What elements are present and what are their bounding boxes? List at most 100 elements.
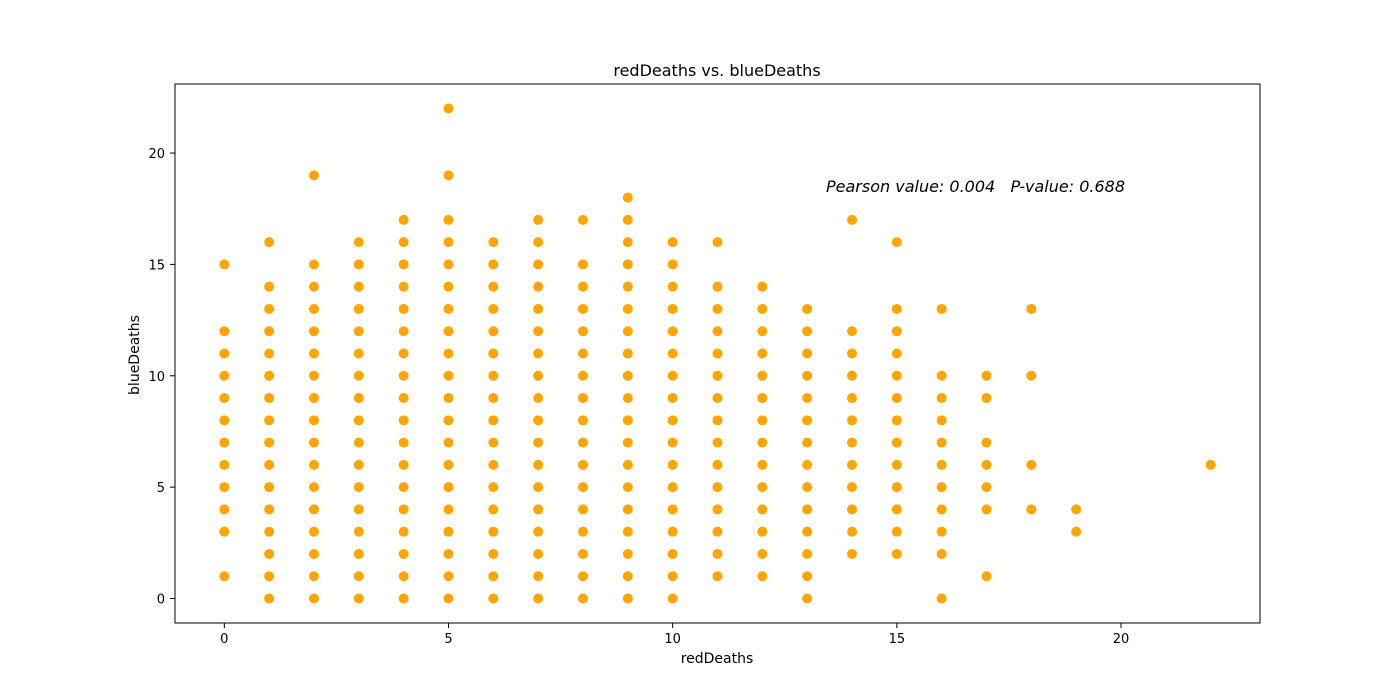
data-point [847,370,858,381]
data-point [936,303,947,314]
data-point [847,459,858,470]
data-point [1026,504,1037,515]
data-point [757,303,768,314]
data-point [443,415,454,426]
data-point [353,303,364,314]
data-point [891,482,902,493]
data-point [667,348,678,359]
data-point [443,214,454,225]
data-point [398,259,409,270]
data-point [264,504,275,515]
data-point [622,237,633,248]
data-point [667,237,678,248]
data-point [712,571,723,582]
data-point [577,459,588,470]
data-point [1026,370,1037,381]
data-point [712,393,723,404]
data-point [622,415,633,426]
data-point [398,593,409,604]
data-point [577,504,588,515]
data-point [847,326,858,337]
data-point [1026,303,1037,314]
data-point [847,348,858,359]
data-point [398,303,409,314]
data-point [443,170,454,181]
data-point [891,459,902,470]
x-tick-label: 10 [664,632,681,647]
data-point [443,326,454,337]
data-point [533,326,544,337]
data-point [802,482,813,493]
data-point [488,571,499,582]
data-point [308,504,319,515]
data-point [398,370,409,381]
data-point [443,593,454,604]
data-point [712,548,723,559]
data-point [622,281,633,292]
data-point [936,393,947,404]
data-point [308,281,319,292]
data-point [353,393,364,404]
data-point [757,415,768,426]
data-point [398,526,409,537]
data-point [488,437,499,448]
data-point [308,437,319,448]
data-point [936,437,947,448]
data-point [488,482,499,493]
data-point [353,593,364,604]
data-point [488,526,499,537]
data-point [622,348,633,359]
data-point [712,504,723,515]
data-point [353,571,364,582]
data-point [936,504,947,515]
data-point [936,415,947,426]
y-axis-label: blueDeaths [127,315,143,395]
data-point [577,593,588,604]
data-point [488,326,499,337]
data-point [981,370,992,381]
data-point [353,348,364,359]
data-point [622,504,633,515]
data-point [533,214,544,225]
data-point [443,526,454,537]
data-point [353,237,364,248]
data-point [353,482,364,493]
plot-area-frame [174,83,1261,624]
data-point [443,393,454,404]
data-point [981,571,992,582]
data-point [667,393,678,404]
data-point [488,504,499,515]
data-point [577,415,588,426]
data-point [667,548,678,559]
data-point [308,482,319,493]
data-point [264,303,275,314]
data-point [488,303,499,314]
data-point [488,593,499,604]
data-point [533,526,544,537]
data-point [667,437,678,448]
data-point [847,482,858,493]
data-point [667,303,678,314]
data-point [802,504,813,515]
data-point [488,393,499,404]
data-point [577,482,588,493]
data-point [353,370,364,381]
data-point [398,504,409,515]
data-point [1071,504,1082,515]
data-point [533,548,544,559]
data-point [488,259,499,270]
data-point [533,348,544,359]
data-point [577,526,588,537]
data-point [577,348,588,359]
data-point [757,326,768,337]
data-point [577,548,588,559]
data-point [264,326,275,337]
data-point [847,526,858,537]
data-point [533,504,544,515]
data-point [264,593,275,604]
data-point [443,504,454,515]
data-point [353,326,364,337]
data-point [577,281,588,292]
data-point [847,548,858,559]
